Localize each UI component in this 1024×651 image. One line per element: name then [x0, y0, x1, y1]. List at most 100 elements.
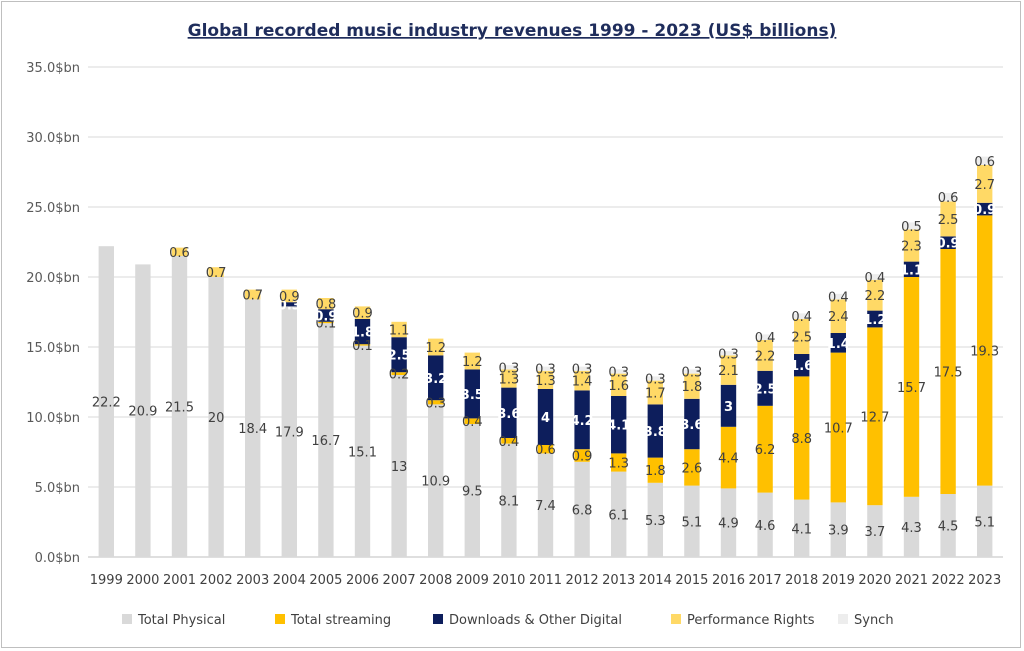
- data-label: 4.4: [718, 452, 739, 467]
- data-label: 6.1: [608, 508, 629, 523]
- x-tick-label: 2006: [346, 573, 379, 588]
- bar-segment: [647, 457, 663, 483]
- data-label: 3.2: [424, 372, 447, 387]
- bar-segment: [574, 461, 590, 557]
- x-tick-label: 2015: [675, 573, 708, 588]
- bar-segment: [720, 384, 737, 427]
- x-tick-label: 2020: [858, 573, 891, 588]
- data-label: 0.4: [499, 435, 520, 450]
- data-label: 1.3: [608, 457, 629, 472]
- data-label: 4.5: [938, 520, 959, 535]
- x-tick-label: 2017: [749, 573, 782, 588]
- bar-segment: [464, 424, 480, 557]
- bar-segment: [647, 404, 663, 458]
- bar-segment: [757, 492, 773, 557]
- bar-segment: [391, 337, 407, 373]
- data-label: 1.3: [499, 373, 520, 388]
- data-label: 3.5: [461, 388, 484, 403]
- data-label: 0.3: [572, 363, 593, 378]
- data-label: 10.7: [824, 422, 853, 437]
- data-label: 4.1: [607, 419, 630, 434]
- bar-segment: [757, 340, 773, 371]
- data-label: 0.1: [352, 339, 373, 354]
- data-label: 4.3: [901, 521, 922, 536]
- legend-item: Downloads & Other Digital: [433, 613, 622, 628]
- bar-segment: [611, 373, 627, 396]
- bar-segment: [867, 505, 883, 557]
- bar-segment: [354, 306, 371, 319]
- bar-segment: [794, 376, 810, 500]
- data-label: 21.5: [165, 401, 194, 416]
- data-label: 0.3: [278, 298, 301, 313]
- data-label: 2.1: [718, 364, 739, 379]
- bar-segment: [794, 313, 810, 319]
- legend-swatch: [122, 614, 132, 624]
- legend-item: Synch: [838, 613, 894, 628]
- bar-segment: [464, 418, 480, 424]
- bar-segment: [208, 267, 224, 277]
- bar-segment: [977, 202, 993, 216]
- data-label: 20.9: [128, 405, 157, 420]
- data-label: 6.2: [755, 443, 776, 458]
- x-tick-label: 2009: [456, 573, 489, 588]
- bar-segment: [867, 279, 883, 311]
- data-label: 4.6: [755, 519, 776, 534]
- x-tick-label: 2016: [712, 573, 745, 588]
- data-label: 0.4: [865, 271, 886, 286]
- bar-segment: [720, 426, 737, 489]
- data-label: 0.9: [572, 450, 593, 465]
- y-tick-label: 25.0$bn: [26, 201, 80, 216]
- y-tick-label: 35.0$bn: [26, 61, 80, 76]
- legend-label: Synch: [854, 613, 894, 628]
- x-tick-label: 2019: [822, 573, 855, 588]
- bar-segment: [830, 299, 846, 333]
- data-label: 0.4: [462, 415, 483, 430]
- bar-segment: [318, 309, 334, 322]
- data-label: 0.6: [535, 443, 556, 458]
- data-label: 0.7: [242, 289, 263, 304]
- bar-segment: [977, 215, 993, 486]
- data-label: 2.5: [938, 213, 959, 228]
- bar-segment: [318, 323, 334, 557]
- bar-segment: [611, 453, 627, 472]
- data-label: 1.4: [572, 375, 593, 390]
- x-tick-label: 2001: [163, 573, 196, 588]
- bar-segment: [757, 334, 773, 340]
- data-label: 5.1: [682, 515, 703, 530]
- data-label: 1.7: [645, 387, 666, 402]
- bar-segment: [867, 310, 883, 328]
- data-label: 1.6: [790, 359, 813, 374]
- x-tick-label: 2000: [126, 573, 159, 588]
- data-label: 15.7: [897, 381, 926, 396]
- data-label: 13: [391, 460, 408, 475]
- bar-segment: [354, 319, 371, 345]
- bar-segment: [281, 306, 297, 557]
- data-label: 10.9: [421, 475, 450, 490]
- data-label: 0.4: [828, 291, 849, 306]
- data-label: 0.9: [279, 290, 300, 305]
- data-label: 4.2: [571, 414, 594, 429]
- data-label: 3.8: [644, 425, 667, 440]
- data-label: 3.7: [865, 525, 886, 540]
- legend-swatch: [433, 614, 443, 624]
- data-label: 0.9: [314, 310, 337, 325]
- data-label: 5.1: [974, 515, 995, 530]
- bar-segment: [720, 351, 737, 356]
- bar-segment: [574, 449, 590, 462]
- data-label: 0.6: [974, 155, 995, 170]
- bar-segment: [537, 370, 554, 389]
- data-label: 0.3: [608, 366, 629, 381]
- bar-segment: [647, 482, 663, 557]
- data-label: 0.6: [938, 191, 959, 206]
- data-label: 16.7: [311, 434, 340, 449]
- data-label: 2.5: [754, 382, 777, 397]
- bar-segment: [903, 277, 920, 497]
- data-label: 4.1: [791, 522, 812, 537]
- data-label: 0.3: [535, 363, 556, 378]
- bar-segment: [428, 355, 444, 401]
- bar-segment: [940, 193, 956, 202]
- data-label: 0.3: [425, 396, 446, 411]
- bar-segment: [684, 485, 700, 557]
- bar-segment: [647, 380, 663, 405]
